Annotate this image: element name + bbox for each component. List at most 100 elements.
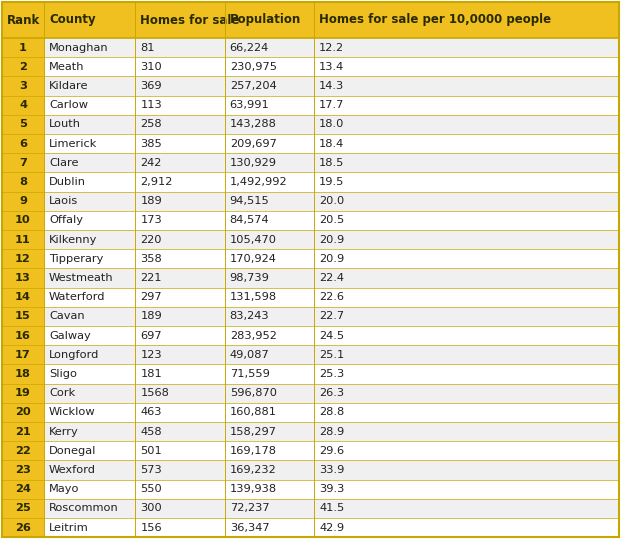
Bar bbox=[314, 307, 619, 326]
Text: County: County bbox=[49, 14, 96, 27]
Bar bbox=[44, 518, 135, 537]
Text: 12: 12 bbox=[15, 254, 31, 264]
Text: 181: 181 bbox=[140, 369, 162, 379]
Bar bbox=[135, 441, 225, 460]
Bar bbox=[225, 345, 314, 364]
Bar bbox=[44, 173, 135, 192]
Bar bbox=[314, 499, 619, 518]
Bar bbox=[44, 364, 135, 384]
Text: 310: 310 bbox=[140, 62, 162, 72]
Text: 297: 297 bbox=[140, 292, 162, 302]
Bar bbox=[135, 134, 225, 153]
Text: 63,991: 63,991 bbox=[230, 100, 270, 110]
Text: 4: 4 bbox=[19, 100, 27, 110]
Text: 113: 113 bbox=[140, 100, 162, 110]
Text: 22.4: 22.4 bbox=[319, 273, 344, 283]
Text: Galway: Galway bbox=[49, 330, 91, 341]
Bar bbox=[225, 173, 314, 192]
Bar bbox=[44, 269, 135, 288]
Text: 9: 9 bbox=[19, 196, 27, 206]
Bar bbox=[44, 345, 135, 364]
Bar bbox=[44, 57, 135, 76]
Text: 8: 8 bbox=[19, 177, 27, 187]
Bar bbox=[2, 479, 44, 499]
Bar bbox=[225, 269, 314, 288]
Text: 84,574: 84,574 bbox=[230, 216, 270, 225]
Bar bbox=[2, 499, 44, 518]
Text: 42.9: 42.9 bbox=[319, 523, 344, 532]
Bar bbox=[314, 211, 619, 230]
Bar bbox=[2, 76, 44, 96]
Bar bbox=[314, 134, 619, 153]
Bar bbox=[44, 2, 135, 38]
Text: 20: 20 bbox=[15, 407, 31, 417]
Text: 19.5: 19.5 bbox=[319, 177, 345, 187]
Text: Laois: Laois bbox=[49, 196, 78, 206]
Bar bbox=[2, 38, 44, 57]
Bar bbox=[44, 134, 135, 153]
Text: Population: Population bbox=[230, 14, 301, 27]
Bar bbox=[44, 326, 135, 345]
Bar bbox=[44, 38, 135, 57]
Bar bbox=[314, 518, 619, 537]
Bar bbox=[44, 422, 135, 441]
Text: 1568: 1568 bbox=[140, 388, 169, 398]
Bar bbox=[135, 460, 225, 479]
Text: 17.7: 17.7 bbox=[319, 100, 345, 110]
Bar bbox=[44, 288, 135, 307]
Bar bbox=[135, 384, 225, 403]
Bar bbox=[135, 153, 225, 173]
Bar bbox=[135, 345, 225, 364]
Text: 158,297: 158,297 bbox=[230, 426, 277, 437]
Text: Leitrim: Leitrim bbox=[49, 523, 89, 532]
Bar bbox=[2, 422, 44, 441]
Bar bbox=[2, 153, 44, 173]
Bar bbox=[44, 441, 135, 460]
Bar bbox=[135, 211, 225, 230]
Text: 7: 7 bbox=[19, 158, 27, 168]
Bar bbox=[135, 364, 225, 384]
Bar bbox=[2, 441, 44, 460]
Text: 24: 24 bbox=[15, 484, 31, 494]
Text: 16: 16 bbox=[15, 330, 31, 341]
Bar bbox=[135, 288, 225, 307]
Bar bbox=[44, 384, 135, 403]
Text: 22.6: 22.6 bbox=[319, 292, 344, 302]
Bar bbox=[225, 364, 314, 384]
Text: 501: 501 bbox=[140, 446, 162, 456]
Text: Waterford: Waterford bbox=[49, 292, 106, 302]
Bar bbox=[135, 76, 225, 96]
Text: 242: 242 bbox=[140, 158, 161, 168]
Bar bbox=[2, 288, 44, 307]
Text: 25.1: 25.1 bbox=[319, 350, 345, 360]
Text: 28.9: 28.9 bbox=[319, 426, 345, 437]
Text: 358: 358 bbox=[140, 254, 162, 264]
Bar bbox=[135, 192, 225, 211]
Bar bbox=[44, 153, 135, 173]
Bar bbox=[44, 115, 135, 134]
Bar bbox=[135, 173, 225, 192]
Bar bbox=[314, 364, 619, 384]
Text: Kildare: Kildare bbox=[49, 81, 88, 91]
Text: 139,938: 139,938 bbox=[230, 484, 277, 494]
Text: 550: 550 bbox=[140, 484, 162, 494]
Bar bbox=[44, 479, 135, 499]
Bar bbox=[2, 173, 44, 192]
Text: 170,924: 170,924 bbox=[230, 254, 276, 264]
Text: Tipperary: Tipperary bbox=[49, 254, 103, 264]
Text: 169,232: 169,232 bbox=[230, 465, 276, 475]
Text: 11: 11 bbox=[15, 235, 31, 245]
Bar bbox=[225, 249, 314, 269]
Text: Clare: Clare bbox=[49, 158, 78, 168]
Bar bbox=[2, 134, 44, 153]
Bar bbox=[44, 460, 135, 479]
Text: 81: 81 bbox=[140, 43, 155, 52]
Bar bbox=[135, 57, 225, 76]
Bar bbox=[314, 96, 619, 115]
Text: 36,347: 36,347 bbox=[230, 523, 270, 532]
Text: Homes for sale: Homes for sale bbox=[140, 14, 240, 27]
Bar bbox=[2, 460, 44, 479]
Bar bbox=[314, 173, 619, 192]
Text: 71,559: 71,559 bbox=[230, 369, 270, 379]
Bar bbox=[225, 76, 314, 96]
